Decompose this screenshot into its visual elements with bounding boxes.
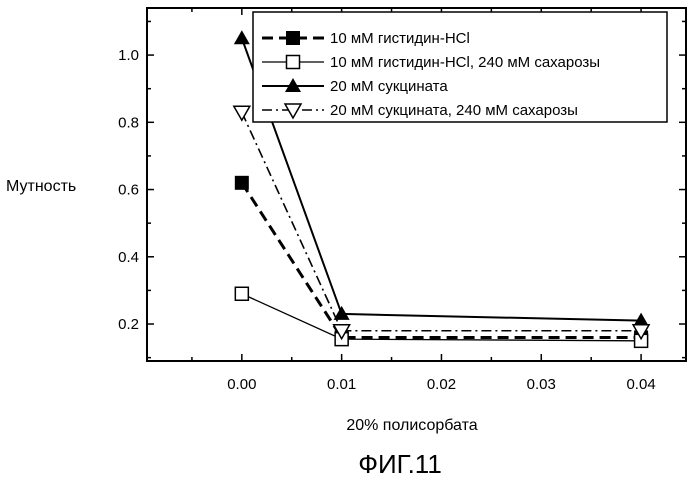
x-tick-label: 0.02	[427, 376, 456, 393]
y-tick-label: 1.0	[118, 47, 139, 64]
y-tick-label: 0.6	[118, 182, 139, 199]
x-tick-label: 0.00	[227, 376, 256, 393]
x-tick-label: 0.01	[327, 376, 356, 393]
y-tick-label: 0.4	[118, 249, 139, 266]
y-tick-label: 0.2	[118, 316, 139, 333]
x-tick-label: 0.04	[626, 376, 655, 393]
y-axis-title: Мутность	[6, 178, 76, 195]
x-tick-label: 0.03	[527, 376, 556, 393]
data-point-series-3	[234, 30, 250, 44]
series-line-4	[242, 112, 641, 331]
data-point-series-4	[234, 106, 250, 120]
legend-label-4: 20 мМ сукцината, 240 мМ сахарозы	[330, 102, 578, 119]
legend-label-3: 20 мМ сукцината	[330, 78, 448, 95]
legend-label-1: 10 мМ гистидин-HCl	[330, 30, 470, 47]
legend-marker-1	[286, 31, 300, 45]
data-point-series-2	[235, 287, 248, 300]
x-axis-title: 20% полисорбата	[346, 417, 477, 434]
legend: 10 мМ гистидин-HCl 10 мМ гистидин-HCl, 24…	[253, 12, 667, 122]
legend-label-2: 10 мМ гистидин-HCl, 240 мМ сахарозы	[330, 54, 600, 71]
data-point-series-1	[235, 176, 249, 190]
figure-label: ФИГ.11	[358, 449, 442, 479]
series-line-2	[242, 294, 641, 341]
y-tick-label: 0.8	[118, 114, 139, 131]
legend-marker-2	[287, 56, 300, 69]
